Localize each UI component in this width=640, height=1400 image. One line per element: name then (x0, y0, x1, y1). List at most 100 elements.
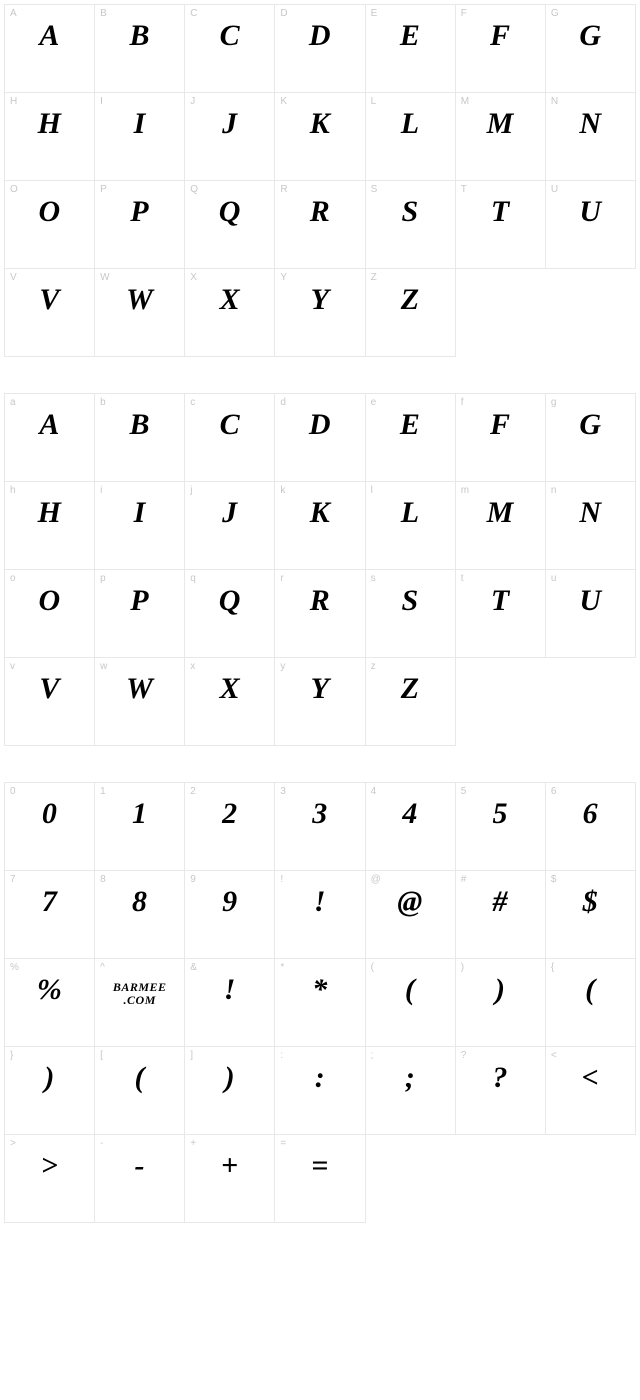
glyph: C (220, 21, 241, 51)
key-label: g (551, 397, 557, 408)
glyph: ! (314, 887, 326, 917)
key-label: O (10, 184, 18, 195)
glyph-cell: BB (95, 5, 185, 93)
empty-cell (456, 269, 546, 357)
glyph: G (579, 410, 601, 440)
glyph: 9 (222, 887, 238, 917)
glyph: Q (219, 197, 241, 227)
key-label: n (551, 485, 557, 496)
key-label: [ (100, 1050, 103, 1061)
glyph-cell: jJ (185, 482, 275, 570)
key-label: ? (461, 1050, 467, 1061)
glyph: = (311, 1151, 329, 1181)
empty-cell (546, 658, 636, 746)
glyph: < (582, 1063, 600, 1093)
glyph-cell: ++ (185, 1135, 275, 1223)
glyph: N (579, 498, 601, 528)
key-label: W (100, 272, 109, 283)
key-label: S (371, 184, 378, 195)
glyph: 7 (42, 887, 58, 917)
glyph-block-lowercase: aAbBcCdDeEfFgGhHiIjJkKlLmMnNoOpPqQrRsStT… (4, 393, 636, 746)
glyph: # (493, 887, 509, 917)
glyph-cell: 99 (185, 871, 275, 959)
glyph: 2 (222, 799, 238, 829)
key-label: ] (190, 1050, 193, 1061)
glyph-cell: UU (546, 181, 636, 269)
glyph-cell: 77 (5, 871, 95, 959)
key-label: t (461, 573, 464, 584)
key-label: z (371, 661, 376, 672)
glyph: G (579, 21, 601, 51)
key-label: 8 (100, 874, 106, 885)
key-label: J (190, 96, 195, 107)
glyph: ? (493, 1063, 509, 1093)
glyph-cell: mM (456, 482, 546, 570)
glyph: ( (134, 1063, 145, 1093)
glyph: Z (401, 285, 420, 315)
empty-cell (546, 1135, 636, 1223)
glyph-cell: ^BARMEE.COM (95, 959, 185, 1047)
glyph-block-digits-symbols: 00112233445566778899!!@@##$$%%^BARMEE.CO… (4, 782, 636, 1223)
glyph-cell: kK (275, 482, 365, 570)
glyph-cell: {( (546, 959, 636, 1047)
glyph: L (401, 109, 420, 139)
glyph-cell: MM (456, 93, 546, 181)
glyph: K (310, 109, 331, 139)
glyph-cell: ]) (185, 1047, 275, 1135)
key-label: + (190, 1138, 196, 1149)
glyph: F (490, 21, 511, 51)
glyph-cell: (( (366, 959, 456, 1047)
glyph-cell: ?? (456, 1047, 546, 1135)
glyph-cell: 33 (275, 783, 365, 871)
glyph-cell: wW (95, 658, 185, 746)
key-label: i (100, 485, 102, 496)
key-label: C (190, 8, 197, 19)
glyph-cell: sS (366, 570, 456, 658)
glyph: BARMEE.COM (113, 981, 167, 1007)
key-label: 4 (371, 786, 377, 797)
key-label: I (100, 96, 103, 107)
glyph: D (309, 21, 331, 51)
glyph-cell: rR (275, 570, 365, 658)
key-label: K (280, 96, 287, 107)
glyph: $ (583, 887, 599, 917)
glyph: W (126, 674, 153, 704)
glyph: S (402, 197, 419, 227)
key-label: s (371, 573, 376, 584)
glyph-cell: oO (5, 570, 95, 658)
glyph-cell: gG (546, 394, 636, 482)
character-map: AABBCCDDEEFFGGHHIIJJKKLLMMNNOOPPQQRRSSTT… (4, 4, 636, 1223)
key-label: B (100, 8, 107, 19)
glyph-cell: pP (95, 570, 185, 658)
glyph-cell: bB (95, 394, 185, 482)
key-label: > (10, 1138, 16, 1149)
key-label: R (280, 184, 287, 195)
glyph: F (490, 410, 511, 440)
key-label: = (280, 1138, 286, 1149)
glyph-cell: 11 (95, 783, 185, 871)
glyph: P (130, 586, 149, 616)
glyph: R (310, 197, 331, 227)
key-label: l (371, 485, 373, 496)
glyph-cell: lL (366, 482, 456, 570)
glyph: X (220, 285, 241, 315)
glyph-cell: }) (5, 1047, 95, 1135)
glyph: I (134, 498, 146, 528)
glyph-cell: hH (5, 482, 95, 570)
key-label: $ (551, 874, 557, 885)
key-label: M (461, 96, 469, 107)
key-label: N (551, 96, 558, 107)
glyph: T (491, 197, 510, 227)
glyph: J (222, 109, 238, 139)
glyph-cell: vV (5, 658, 95, 746)
glyph-cell: -- (95, 1135, 185, 1223)
glyph-cell: LL (366, 93, 456, 181)
glyph-cell: EE (366, 5, 456, 93)
key-label: 6 (551, 786, 557, 797)
glyph-cell: uU (546, 570, 636, 658)
glyph: K (310, 498, 331, 528)
glyph-cell: fF (456, 394, 546, 482)
key-label: p (100, 573, 106, 584)
key-label: U (551, 184, 558, 195)
glyph: X (220, 674, 241, 704)
